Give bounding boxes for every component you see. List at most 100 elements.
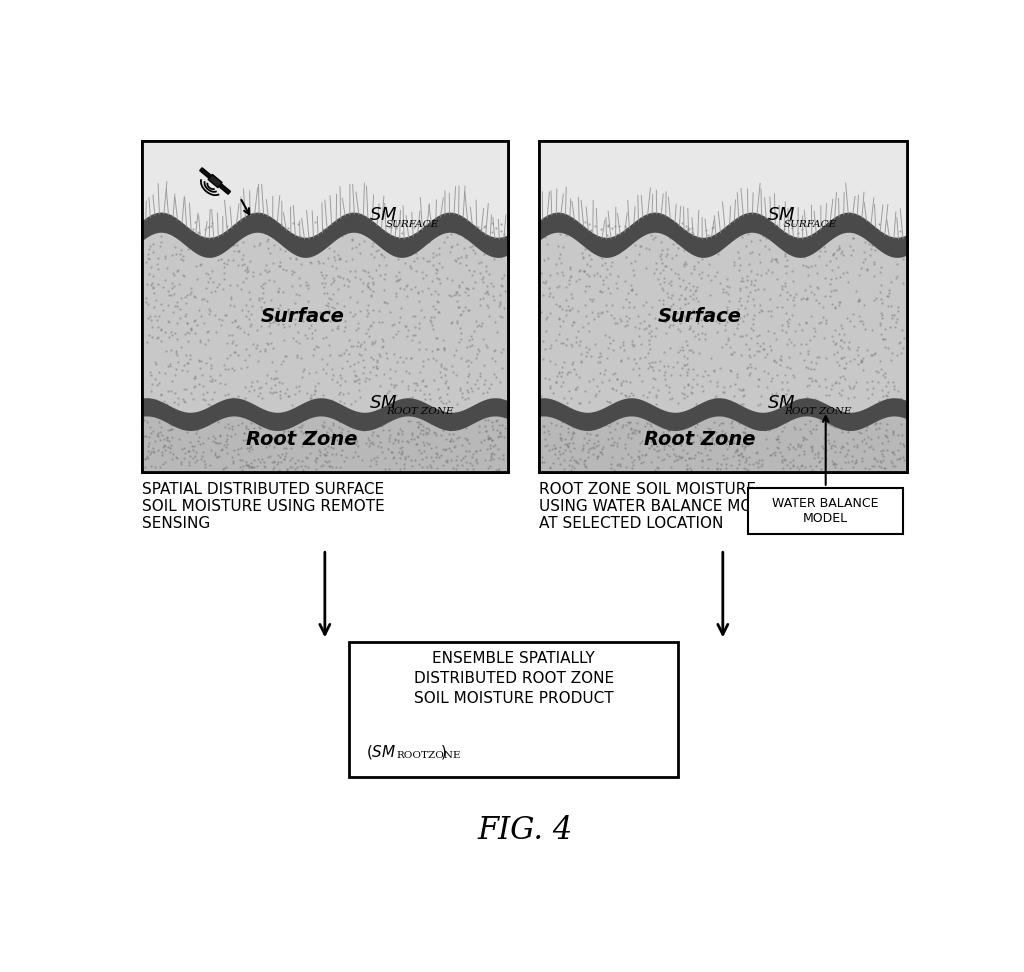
Point <box>736 425 753 440</box>
Point <box>458 257 474 272</box>
Point <box>741 284 758 299</box>
Point <box>171 276 187 292</box>
Point <box>166 227 182 243</box>
Point <box>627 319 643 334</box>
Point <box>482 458 499 473</box>
Point <box>895 275 911 291</box>
Point <box>639 415 655 431</box>
Point <box>423 286 439 301</box>
Point <box>348 239 365 255</box>
Point <box>154 427 170 442</box>
Point <box>147 354 164 369</box>
Point <box>164 418 180 434</box>
Point <box>810 248 826 263</box>
Point <box>400 394 417 409</box>
Point <box>259 233 275 249</box>
Point <box>867 416 884 432</box>
Point <box>769 432 785 447</box>
Point <box>783 220 800 235</box>
Point <box>218 307 234 323</box>
Point <box>592 444 608 460</box>
Point <box>559 364 575 379</box>
Point <box>542 379 558 395</box>
Point <box>496 267 512 283</box>
Point <box>151 276 167 292</box>
Point <box>226 344 243 360</box>
Point <box>655 441 672 457</box>
Point <box>892 224 908 239</box>
Point <box>261 319 278 334</box>
Point <box>830 418 847 434</box>
Point <box>493 308 509 324</box>
Point <box>185 313 202 329</box>
Point <box>643 323 659 338</box>
Point <box>877 427 893 442</box>
Text: ROOT ZONE: ROOT ZONE <box>784 407 852 416</box>
Point <box>770 440 786 456</box>
Point <box>487 414 504 430</box>
Point <box>615 342 632 358</box>
Point <box>588 234 604 250</box>
Point <box>340 385 356 400</box>
Point <box>162 444 178 460</box>
Point <box>280 302 296 318</box>
Point <box>449 430 465 445</box>
Point <box>402 431 419 446</box>
Point <box>790 438 806 454</box>
Point <box>841 341 857 357</box>
Point <box>672 323 688 338</box>
Point <box>182 287 199 302</box>
Point <box>360 420 377 435</box>
Point <box>574 415 591 431</box>
Point <box>783 307 800 323</box>
Point <box>379 295 395 311</box>
Point <box>209 449 225 465</box>
Point <box>391 461 408 476</box>
Point <box>431 449 447 465</box>
Point <box>730 316 746 331</box>
Point <box>270 416 287 432</box>
Point <box>553 378 569 394</box>
Point <box>299 330 315 346</box>
Point <box>541 280 557 295</box>
Point <box>830 417 847 433</box>
Point <box>302 254 318 269</box>
Point <box>303 390 319 405</box>
Point <box>833 444 849 460</box>
Point <box>366 450 382 466</box>
Point <box>735 221 752 236</box>
Text: ENSEMBLE SPATIALLY: ENSEMBLE SPATIALLY <box>432 651 595 666</box>
Point <box>416 309 432 325</box>
Point <box>174 441 190 457</box>
Point <box>492 295 508 310</box>
Point <box>293 424 309 439</box>
Point <box>249 459 265 474</box>
Point <box>807 323 823 338</box>
Point <box>646 229 663 245</box>
Point <box>233 302 250 318</box>
Point <box>795 429 811 444</box>
Point <box>756 281 772 296</box>
Point <box>594 304 610 320</box>
Point <box>253 379 269 395</box>
Point <box>333 370 349 386</box>
Point <box>276 448 293 464</box>
Point <box>535 418 551 434</box>
Point <box>805 244 821 260</box>
Point <box>646 310 663 326</box>
Point <box>874 226 891 242</box>
Point <box>721 279 737 295</box>
Point <box>780 383 797 399</box>
Point <box>175 267 191 283</box>
Point <box>655 433 672 448</box>
Point <box>439 453 456 469</box>
Point <box>885 444 901 460</box>
Point <box>465 462 481 477</box>
Point <box>266 454 283 469</box>
Point <box>622 414 638 430</box>
Point <box>870 394 887 409</box>
Point <box>624 454 640 469</box>
Point <box>274 317 291 332</box>
Point <box>562 432 579 447</box>
Point <box>301 431 317 446</box>
